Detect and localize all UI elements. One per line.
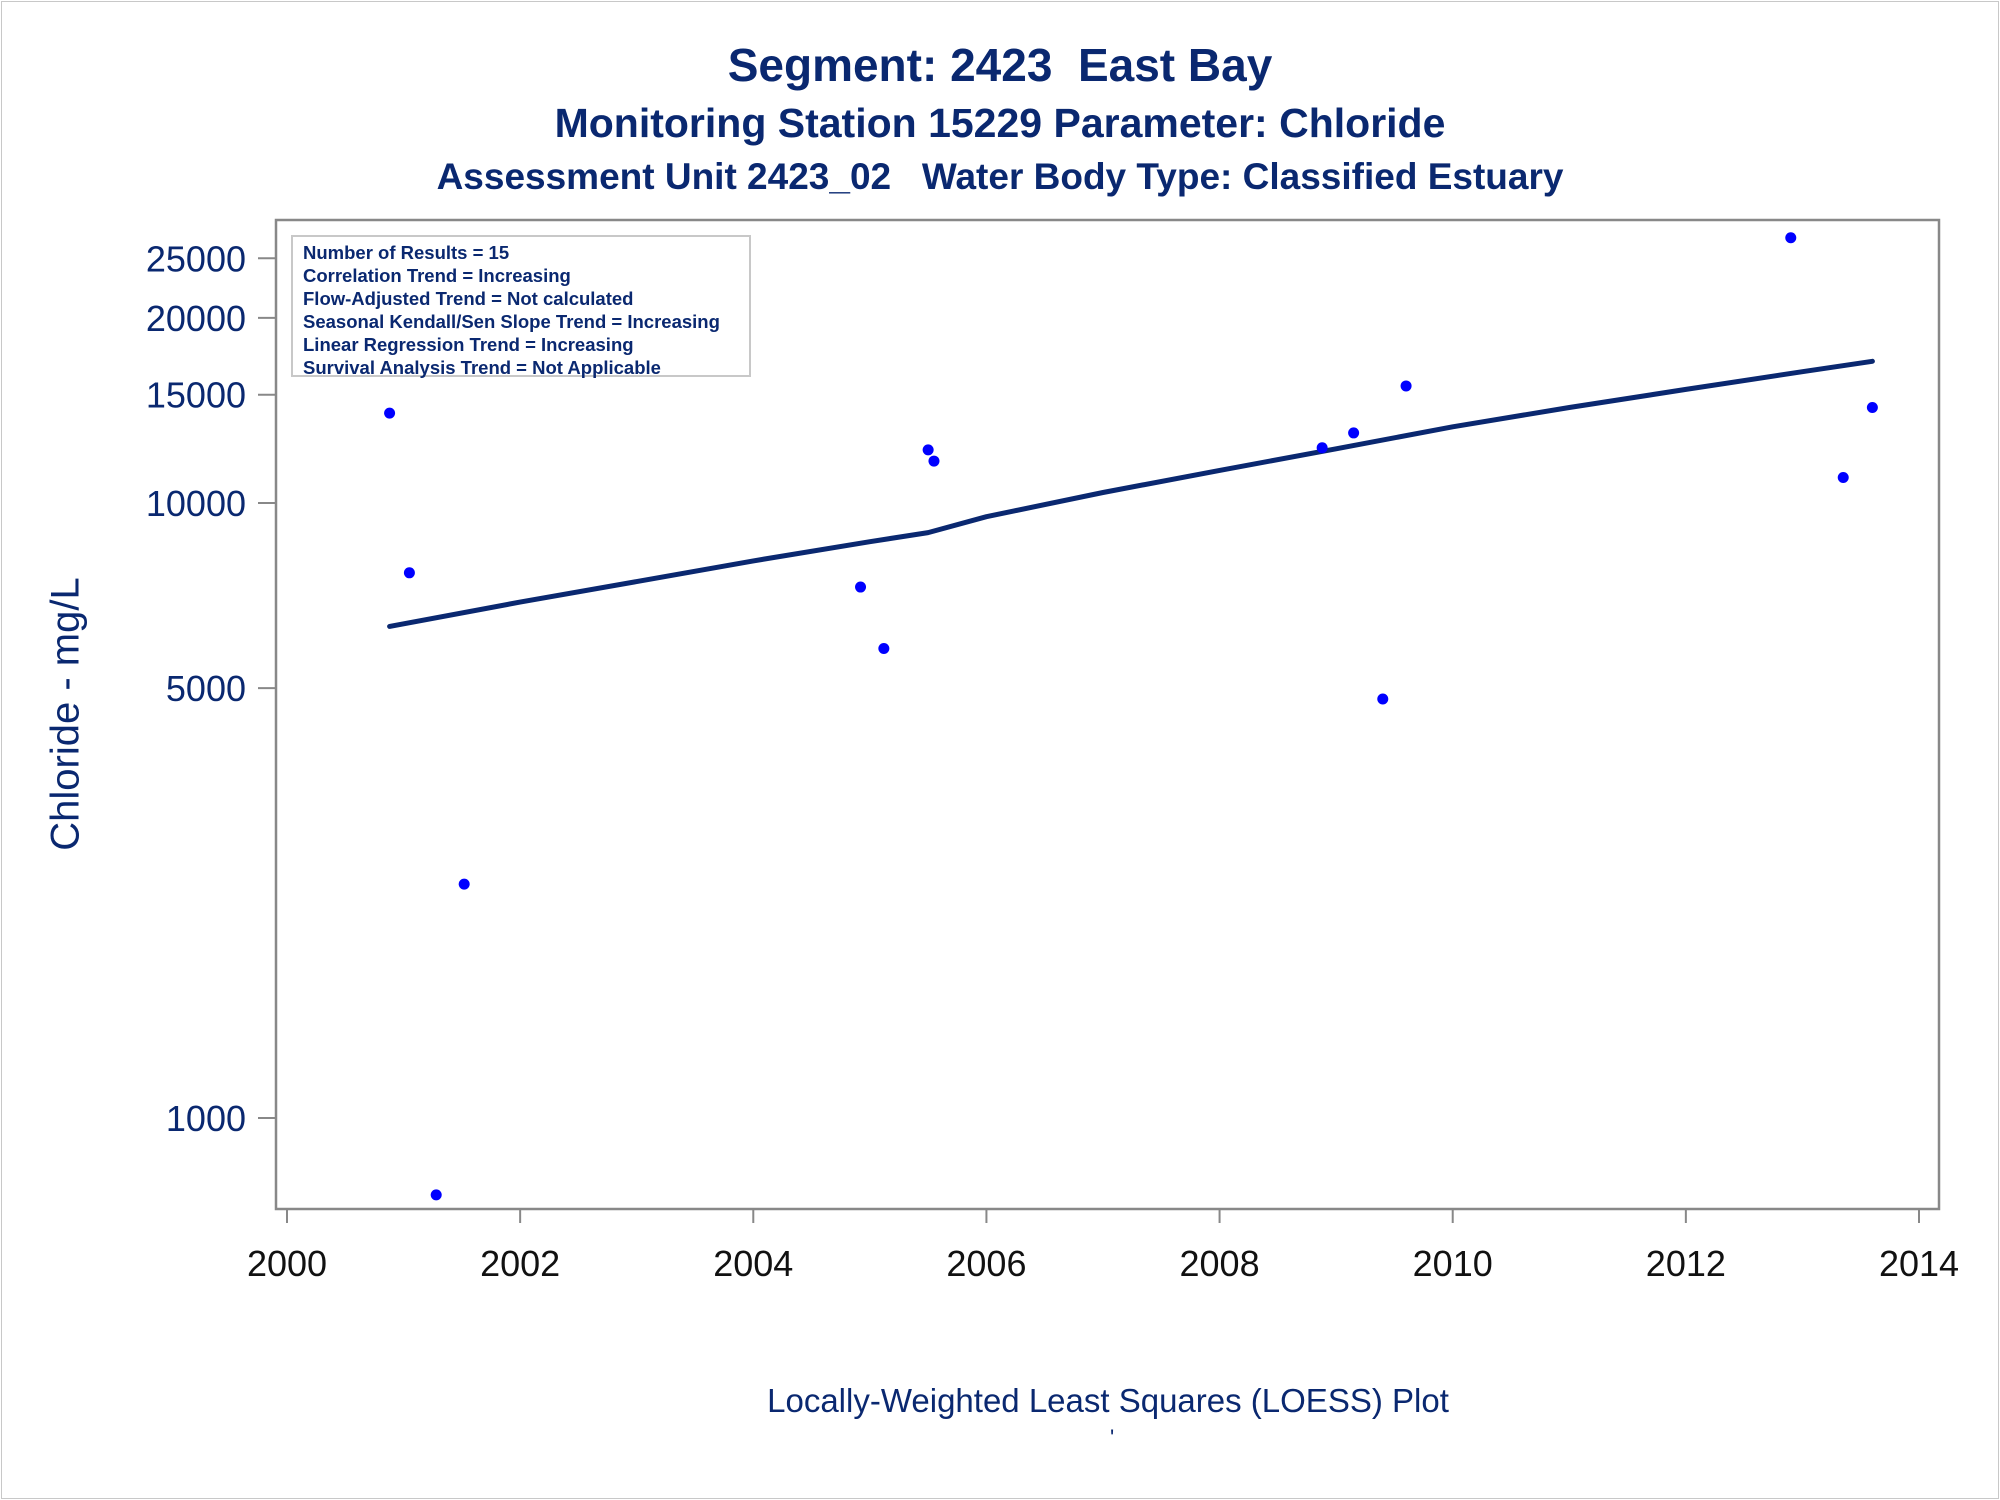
plot-area-frame (274, 218, 1941, 1211)
stats-line: Flow-Adjusted Trend = Not calculated (303, 288, 634, 309)
caption-mark: ' (1110, 1425, 1115, 1450)
data-point (403, 567, 415, 579)
data-point (1377, 693, 1389, 705)
data-point (1400, 380, 1412, 392)
x-tick-label: 2008 (1180, 1243, 1260, 1284)
data-point (878, 642, 890, 654)
data-point (1785, 232, 1797, 244)
x-tick-label: 2014 (1879, 1243, 1959, 1284)
y-tick-label: 1000 (166, 1098, 246, 1139)
chart-subtitle-assessment: Assessment Unit 2423_02 Water Body Type:… (436, 156, 1564, 197)
data-point (1866, 401, 1878, 413)
y-tick-label: 5000 (166, 668, 246, 709)
stats-line: Seasonal Kendall/Sen Slope Trend = Incre… (303, 311, 720, 332)
trend-stats-box: Number of Results = 15 Correlation Trend… (291, 235, 751, 378)
x-tick-label: 2002 (480, 1243, 560, 1284)
data-point (922, 444, 934, 456)
data-point (458, 878, 470, 890)
y-axis-label: Chloride - mg/L (43, 577, 88, 851)
x-tick-label: 2004 (713, 1243, 793, 1284)
data-point (430, 1189, 442, 1201)
data-point (1348, 427, 1360, 439)
x-tick-label: 2012 (1646, 1243, 1726, 1284)
x-tick-label: 2006 (946, 1243, 1026, 1284)
loess-trend-line (387, 358, 1875, 629)
chart-title: Segment: 2423 East Bay (727, 39, 1273, 91)
data-point (855, 581, 867, 593)
data-point (928, 455, 940, 467)
y-tick-label: 20000 (146, 298, 246, 339)
y-tick-label: 25000 (146, 238, 246, 279)
data-point (1837, 472, 1849, 484)
data-point (1316, 442, 1328, 454)
y-tick-label: 10000 (146, 483, 246, 524)
stats-line: Linear Regression Trend = Increasing (303, 334, 634, 355)
stats-line: Number of Results = 15 (303, 242, 510, 263)
stats-line: Correlation Trend = Increasing (303, 265, 571, 286)
x-tick-label: 2010 (1413, 1243, 1493, 1284)
y-tick-label: 15000 (146, 375, 246, 416)
plot-caption: Locally-Weighted Least Squares (LOESS) P… (767, 1382, 1449, 1419)
stats-line: Survival Analysis Trend = Not Applicable (303, 357, 661, 378)
x-tick-label: 2000 (247, 1243, 327, 1284)
chart-subtitle-station: Monitoring Station 15229 Parameter: Chlo… (554, 100, 1446, 146)
data-point (384, 407, 396, 419)
